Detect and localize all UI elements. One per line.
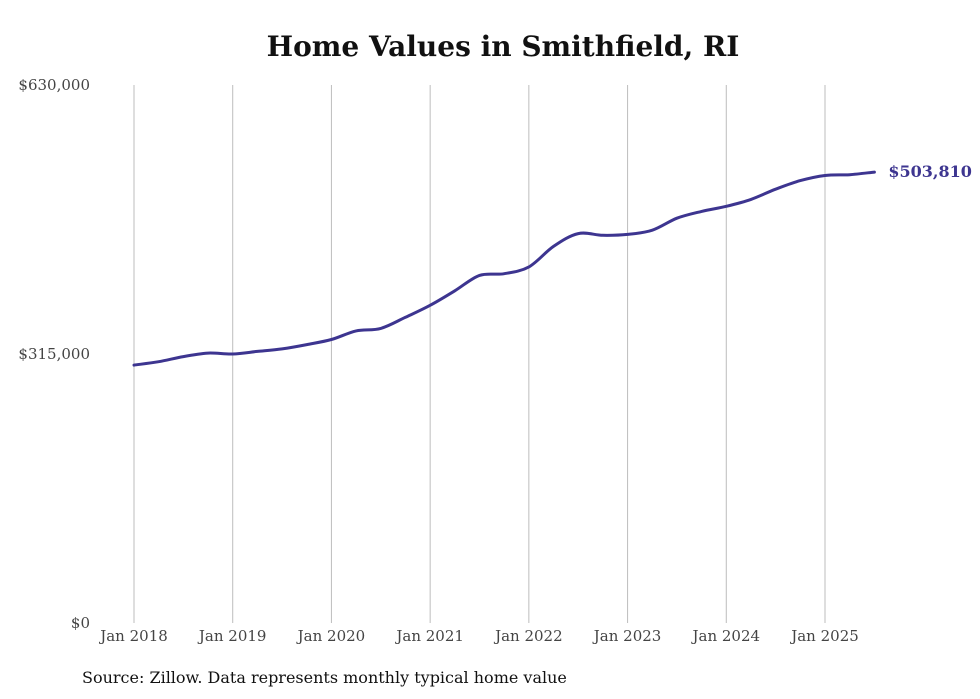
x-tick-label: Jan 2018 — [98, 627, 168, 645]
y-tick-label: $0 — [71, 614, 90, 632]
x-tick-label: Jan 2025 — [789, 627, 859, 645]
y-tick-label: $315,000 — [18, 345, 90, 363]
x-tick-label: Jan 2024 — [691, 627, 761, 645]
x-tick-label: Jan 2023 — [592, 627, 662, 645]
y-axis-ticks: $0 $315,000 $630,000 — [18, 76, 90, 632]
source-note: Source: Zillow. Data represents monthly … — [82, 668, 567, 687]
x-tick-label: Jan 2022 — [493, 627, 563, 645]
x-tick-label: Jan 2019 — [197, 627, 267, 645]
x-tick-label: Jan 2020 — [296, 627, 366, 645]
x-tick-label: Jan 2021 — [394, 627, 464, 645]
series-line — [132, 170, 876, 367]
y-tick-label: $630,000 — [18, 76, 90, 94]
chart-title: Home Values in Smithfield, RI — [266, 30, 740, 63]
end-value-label: $503,810 — [888, 162, 972, 181]
x-axis-ticks: Jan 2018 Jan 2019 Jan 2020 Jan 2021 Jan 2022… — [98, 627, 859, 645]
series-layer: $503,810 — [132, 162, 972, 367]
